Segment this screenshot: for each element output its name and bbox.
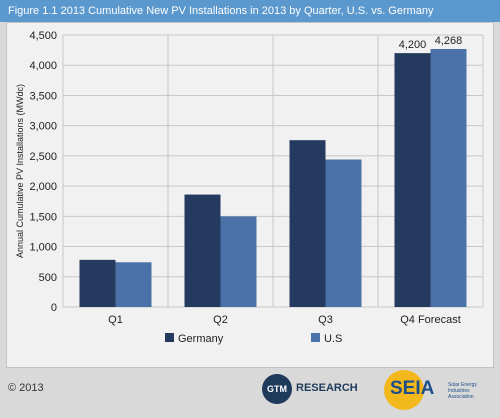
bar-germany: [394, 53, 431, 307]
x-tick-label: Q4 Forecast: [400, 314, 461, 326]
bar-germany: [184, 194, 221, 307]
y-tick-label: 1,500: [29, 211, 57, 223]
figure-title: Figure 1.1 2013 Cumulative New PV Instal…: [0, 0, 500, 22]
data-label: 4,268: [435, 35, 463, 47]
y-tick-label: 4,500: [29, 30, 57, 42]
legend-swatch: [165, 333, 174, 342]
bar-us: [115, 262, 152, 307]
gtm-logo-mark: GTM: [262, 374, 292, 404]
seia-logo-subtitle: Solar Energy Industries Association: [448, 382, 477, 400]
bar-us: [430, 49, 467, 308]
y-tick-label: 2,000: [29, 181, 57, 193]
gtm-logo-text: RESEARCH: [296, 382, 358, 394]
seia-logo: SEIA Solar Energy Industries Association: [384, 370, 496, 414]
y-tick-label: 2,500: [29, 151, 57, 163]
y-tick-label: 500: [39, 272, 57, 284]
gtm-research-logo: GTM RESEARCH: [262, 374, 372, 408]
legend-swatch: [311, 333, 320, 342]
y-tick-label: 1,000: [29, 242, 57, 254]
y-axis-title: Annual Cumulative PV Installations (MWdc…: [15, 84, 25, 258]
x-tick-label: Q3: [318, 314, 333, 326]
x-tick-label: Q2: [213, 314, 228, 326]
x-tick-label: Q1: [108, 314, 123, 326]
bar-us: [325, 159, 362, 307]
y-tick-label: 4,000: [29, 60, 57, 72]
seia-logo-text: SEIA: [390, 378, 435, 399]
copyright-text: © 2013: [8, 382, 44, 394]
legend-label: Germany: [178, 333, 224, 345]
sun-icon: [384, 370, 424, 410]
bar-germany: [289, 140, 326, 307]
bar-chart: 0 500 1,000 1,500 2,000 2,500 3,000 3,500 4,000 4…: [15, 30, 484, 345]
y-tick-label: 3,500: [29, 90, 57, 102]
bar-us: [220, 216, 257, 307]
bar-germany: [79, 259, 116, 307]
footer: © 2013 GTM RESEARCH SEIA Solar Energy In…: [0, 368, 500, 418]
y-tick-label: 3,000: [29, 121, 57, 133]
y-tick-label: 0: [51, 302, 57, 314]
legend-label: U.S: [324, 333, 342, 345]
chart-panel: 0 500 1,000 1,500 2,000 2,500 3,000 3,500 4,000 4…: [6, 22, 494, 368]
data-label: 4,200: [399, 39, 427, 51]
